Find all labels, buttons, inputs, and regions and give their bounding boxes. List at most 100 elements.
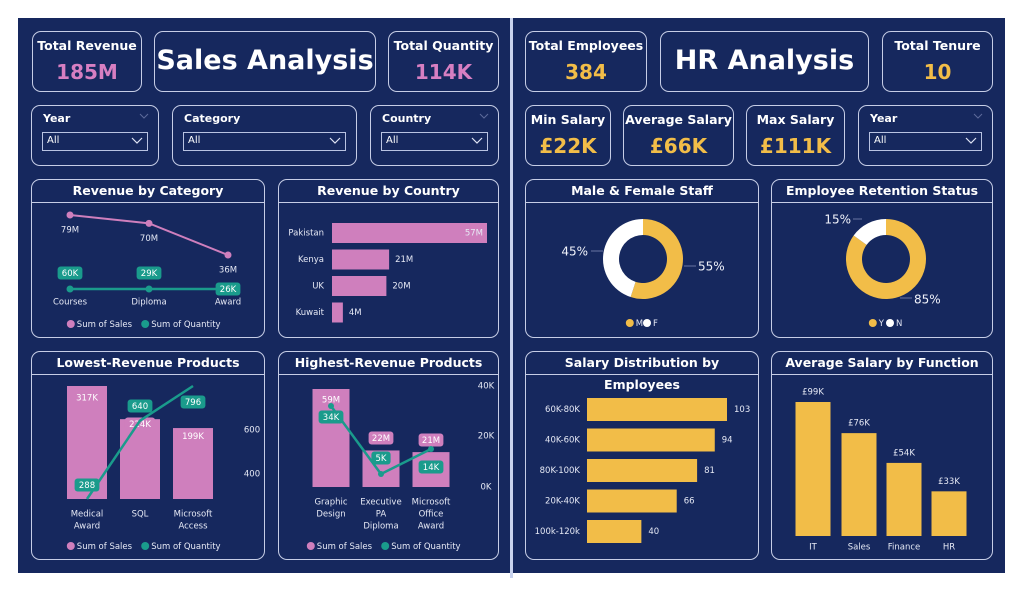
bar-data-label: 57M (465, 229, 483, 239)
x-axis-label: Finance (888, 543, 921, 553)
x-axis-label: IT (809, 543, 818, 553)
column (886, 462, 922, 536)
x-axis-label: Diploma (131, 298, 166, 308)
kpi-label: Total Revenue (37, 38, 137, 53)
donut-slice-f (603, 219, 643, 298)
chart-highest-revenue-products: Highest-Revenue Products Graphic Design Ex… (278, 351, 499, 560)
chevron-down-icon[interactable] (973, 111, 983, 121)
bar-chart: Pakistan 57M Kenya 21M UK 20M Kuwait 4M (288, 223, 487, 323)
quantity-data-label: 5K (376, 454, 387, 464)
legend-label: Sum of Quantity (151, 542, 220, 552)
legend-marker (306, 542, 315, 550)
donut-data-label: 55% (698, 260, 725, 274)
section-divider (510, 18, 513, 578)
y-axis-label: 60K-80K (545, 405, 580, 415)
combo-chart: Medical Award SQL Microsoft Access 317K 224K 19… (66, 384, 260, 552)
slicer-country: Country All (370, 105, 499, 166)
x-axis-label: PA (376, 510, 387, 520)
chart-title: Male & Female Staff (526, 180, 758, 203)
donut-chart: 85% 15% Y N (824, 213, 940, 330)
bar-data-label: 59M (322, 396, 340, 406)
x-axis-label: Diploma (363, 522, 398, 532)
chart-lowest-revenue-products: Lowest-Revenue Products Medical Award SQL M… (31, 351, 265, 560)
bar-data-label: 20M (392, 282, 410, 292)
legend-marker (66, 320, 75, 328)
kpi-label: Total Tenure (894, 38, 981, 53)
legend-label: N (896, 319, 902, 329)
bar-data-label: 21M (422, 436, 440, 446)
column (795, 402, 831, 536)
quantity-line (85, 384, 194, 500)
bar-data-label: 22M (372, 434, 390, 444)
column-data-label: £76K (848, 419, 870, 429)
hr-title-card: HR Analysis (660, 31, 869, 92)
quantity-data-label: 29K (141, 269, 158, 279)
category-dropdown[interactable]: All (183, 132, 346, 151)
x-axis-label: Executive (360, 498, 401, 508)
quantity-point (328, 403, 334, 409)
quantity-point (378, 471, 384, 477)
legend-marker (868, 319, 877, 327)
bar-data-label-bg (418, 433, 444, 447)
quantity-point (428, 446, 434, 452)
quantity-data-label: 640 (132, 402, 148, 412)
column (841, 433, 877, 536)
quantity-data-label: 288 (79, 481, 95, 491)
year-dropdown[interactable]: All (42, 132, 148, 151)
quantity-data-label-bg (418, 460, 444, 474)
country-dropdown[interactable]: All (381, 132, 488, 151)
legend-marker (141, 542, 150, 550)
bar (587, 428, 715, 452)
quantity-point (145, 285, 153, 293)
sales-data-label: 36M (219, 266, 237, 276)
sales-data-label: 70M (140, 234, 158, 244)
bar-data-label-bg (368, 431, 394, 445)
x-axis-label: SQL (132, 510, 149, 520)
y2-tick-label: 0K (481, 483, 492, 493)
bar (332, 223, 487, 243)
x-axis-label: Microsoft (174, 510, 213, 520)
donut-slice-y (846, 219, 926, 299)
legend-marker (886, 319, 894, 327)
x-axis-label: Courses (53, 298, 88, 308)
bar (587, 459, 698, 482)
chevron-down-icon[interactable] (139, 111, 149, 121)
y-axis-label: 40K-60K (545, 436, 580, 446)
kpi-max-salary: Max Salary £111K (746, 105, 845, 166)
chevron-down-icon (965, 137, 977, 144)
bar-data-label: 21M (395, 255, 413, 265)
hr-year-dropdown[interactable]: All (869, 132, 982, 151)
quantity-data-label: 34K (323, 413, 340, 423)
y2-tick-label: 600 (244, 426, 260, 436)
y-axis-label: 80K-100K (540, 466, 581, 476)
bar-data-label: 199K (182, 432, 204, 442)
x-axis-label: Access (178, 522, 208, 532)
y2-tick-label: 20K (478, 432, 495, 442)
kpi-value: 10 (923, 60, 952, 84)
legend-marker (381, 542, 390, 550)
legend-label: Sum of Sales (77, 320, 133, 330)
bar (587, 520, 642, 543)
chevron-down-icon[interactable] (479, 111, 489, 121)
y-axis-label: Pakistan (288, 229, 324, 239)
kpi-value: 114K (414, 60, 473, 84)
quantity-data-label-bg (57, 266, 83, 280)
kpi-label: Average Salary (625, 112, 732, 127)
line-chart: 79M 70M 36M 60K 29K 26K Courses Diploma Award Sum… (53, 211, 241, 330)
quantity-data-label-bg (136, 266, 162, 280)
dropdown-value: All (386, 135, 399, 146)
y2-tick-label: 400 (244, 470, 260, 480)
kpi-total-revenue: Total Revenue 185M (32, 31, 142, 92)
quantity-data-label-bg (215, 282, 241, 296)
quantity-data-label-bg (74, 478, 100, 492)
slicer-label: Year (870, 112, 898, 125)
chart-title: Average Salary by Function (772, 352, 992, 375)
chart-title: Lowest-Revenue Products (32, 352, 264, 375)
kpi-value: £66K (649, 134, 708, 158)
y2-tick-label: 40K (478, 382, 495, 392)
donut-data-label: 45% (561, 245, 588, 259)
kpi-value: 185M (56, 60, 118, 84)
bar (120, 419, 160, 499)
slicer-label: Category (184, 112, 241, 125)
legend-marker (66, 542, 75, 550)
